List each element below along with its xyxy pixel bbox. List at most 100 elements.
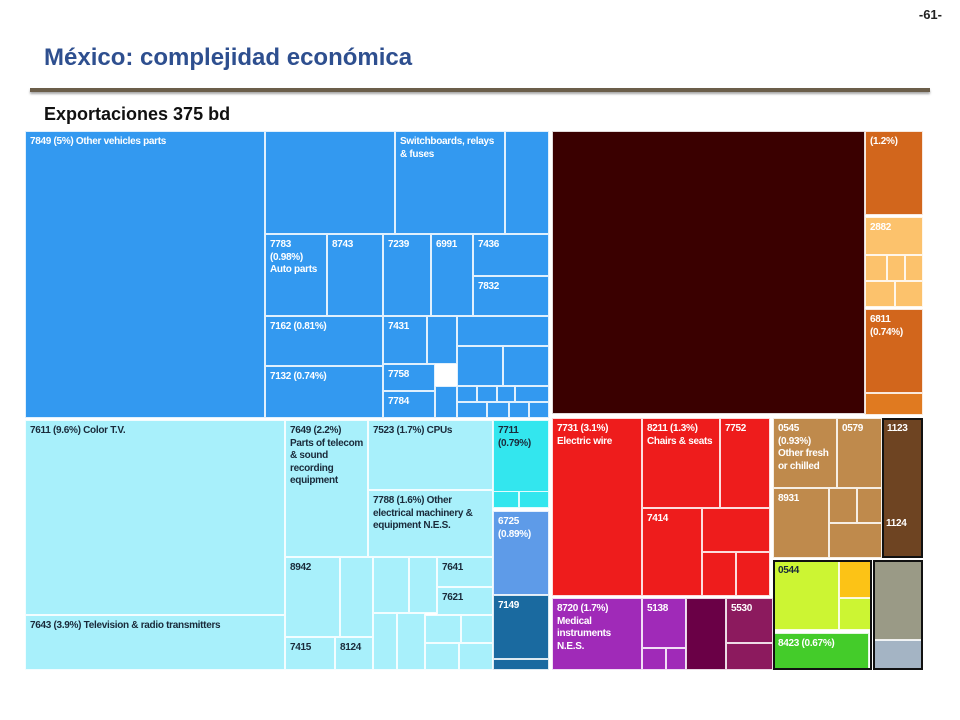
- tile-label: 0545 (0.93%) Other fresh or chilled: [778, 423, 829, 472]
- treemap-tile: [505, 131, 549, 234]
- tile-label: 2882: [870, 222, 892, 233]
- tile-label: 1123: [887, 423, 908, 434]
- treemap-tile: [461, 615, 493, 643]
- tile-label: 7621: [442, 592, 464, 603]
- tile-label: 8720 (1.7%) Medical instruments N.E.S.: [557, 603, 611, 652]
- tile-label: 7431: [388, 321, 410, 332]
- tile-label: 8423 (0.67%): [778, 638, 835, 649]
- treemap-tile-7611: 7611 (9.6%) Color T.V.: [25, 420, 285, 615]
- treemap-tile: [905, 255, 923, 281]
- treemap-tile: [515, 386, 549, 402]
- treemap-tile-8720: 8720 (1.7%) Medical instruments N.E.S.: [552, 598, 642, 670]
- treemap-tile: [487, 402, 509, 418]
- treemap-tile-8931: 8931: [773, 488, 829, 558]
- tile-label: 6991: [436, 239, 458, 250]
- treemap-tile: [736, 552, 770, 596]
- tile-label: 7414: [647, 513, 669, 524]
- treemap-tile: [397, 613, 425, 670]
- treemap-tile-0544: 0544: [773, 560, 839, 630]
- tile-label: 5530: [731, 603, 753, 614]
- tile-label: (1.2%): [870, 136, 898, 147]
- treemap-tile: [457, 316, 549, 346]
- treemap-tile-7414: 7414: [642, 508, 702, 596]
- tile-label: 7523 (1.7%) CPUs: [373, 425, 453, 436]
- treemap-tile-7436: 7436: [473, 234, 549, 276]
- tile-label: 7641: [442, 562, 464, 573]
- tile-label: 7611 (9.6%) Color T.V.: [30, 425, 126, 436]
- treemap-tile-0579: 0579: [837, 418, 882, 488]
- treemap-tile-8124: 8124: [335, 637, 373, 670]
- tile-label: 7832: [478, 281, 500, 292]
- tile-label: Switchboards, relays & fuses: [400, 136, 495, 160]
- treemap-tile-7415: 7415: [285, 637, 335, 670]
- treemap-tile: [477, 386, 497, 402]
- treemap-tile-7752: 7752: [720, 418, 770, 508]
- treemap-tile: [503, 346, 549, 386]
- treemap-tile: [865, 393, 923, 415]
- treemap-tile-7788: 7788 (1.6%) Other electrical machinery &…: [368, 490, 493, 557]
- treemap-tile: [895, 281, 923, 307]
- treemap-tile-2882: 2882: [865, 217, 923, 255]
- treemap-tile-6725: 6725 (0.89%): [493, 511, 549, 595]
- treemap-tile-5138: 5138: [642, 598, 686, 648]
- treemap-tile: [509, 402, 529, 418]
- treemap-tile: [373, 557, 409, 613]
- tile-label: 8942: [290, 562, 312, 573]
- page-subtitle: Exportaciones 375 bd: [44, 104, 231, 124]
- tile-label: 0579: [842, 423, 864, 434]
- treemap-tile: [457, 402, 487, 418]
- treemap-tile: [459, 643, 493, 670]
- treemap-tile: [409, 557, 437, 613]
- group-outline-lime: [773, 560, 872, 670]
- treemap-tile-5530: 5530: [726, 598, 773, 643]
- tile-label: 7239: [388, 239, 410, 250]
- tile-label: 6725 (0.89%): [498, 516, 531, 540]
- treemap-tile: [519, 491, 549, 508]
- tile-label: 7132 (0.74%): [270, 371, 327, 382]
- export-treemap: 7849 (5%) Other vehicles parts Switchboar…: [25, 131, 925, 670]
- treemap-tile-7649: 7649 (2.2%) Parts of telecom & sound rec…: [285, 420, 368, 557]
- treemap-tile: [435, 386, 457, 418]
- treemap-tile: [829, 523, 882, 558]
- treemap-tile-7239: 7239: [383, 234, 431, 316]
- tile-label: 7788 (1.6%) Other electrical machinery &…: [373, 495, 473, 531]
- tile-label: 8743: [332, 239, 354, 250]
- tile-label: 8211 (1.3%) Chairs & seats: [647, 423, 713, 447]
- group-outline-gray: [873, 560, 923, 670]
- tile-label: 7415: [290, 642, 312, 653]
- treemap-tile: [865, 255, 887, 281]
- treemap-tile-7711: 7711 (0.79%): [493, 420, 549, 500]
- treemap-tile: [529, 402, 549, 418]
- tile-label: 6811 (0.74%): [870, 314, 903, 338]
- treemap-tile: [865, 281, 895, 307]
- tile-label: 7784: [388, 396, 410, 407]
- treemap-tile-7758: 7758: [383, 364, 435, 391]
- treemap-tile: [427, 316, 457, 364]
- treemap-tile: [726, 643, 773, 670]
- treemap-tile-7643: 7643 (3.9%) Television & radio transmitt…: [25, 615, 285, 670]
- tile-label: 5138: [647, 603, 669, 614]
- treemap-tile: [265, 131, 395, 234]
- tile-label: 7849 (5%) Other vehicles parts: [30, 136, 167, 147]
- treemap-tile: [425, 615, 461, 643]
- treemap-tile: [887, 255, 905, 281]
- tile-label: 7731 (3.1%) Electric wire: [557, 423, 613, 447]
- treemap-tile: [666, 648, 686, 670]
- treemap-tile: [702, 508, 770, 552]
- treemap-tile: [457, 346, 503, 386]
- tile-label: 7711 (0.79%): [498, 425, 531, 449]
- page-number: -61-: [918, 7, 942, 22]
- treemap-tile: [373, 613, 397, 670]
- treemap-tile: [857, 488, 882, 523]
- treemap-tile-switchboards: Switchboards, relays & fuses: [395, 131, 505, 234]
- treemap-tile: [493, 659, 549, 670]
- treemap-tile-7162: 7162 (0.81%): [265, 316, 383, 366]
- treemap-tile: [686, 598, 726, 670]
- treemap-tile-7731: 7731 (3.1%) Electric wire: [552, 418, 642, 596]
- treemap-tile-7621: 7621: [437, 587, 493, 615]
- treemap-tile: [829, 488, 857, 523]
- treemap-tile-6811: 6811 (0.74%): [865, 309, 923, 393]
- treemap-tile-0545: 0545 (0.93%) Other fresh or chilled: [773, 418, 837, 488]
- treemap-tile-8211: 8211 (1.3%) Chairs & seats: [642, 418, 720, 508]
- treemap-tile-7784: 7784: [383, 391, 435, 418]
